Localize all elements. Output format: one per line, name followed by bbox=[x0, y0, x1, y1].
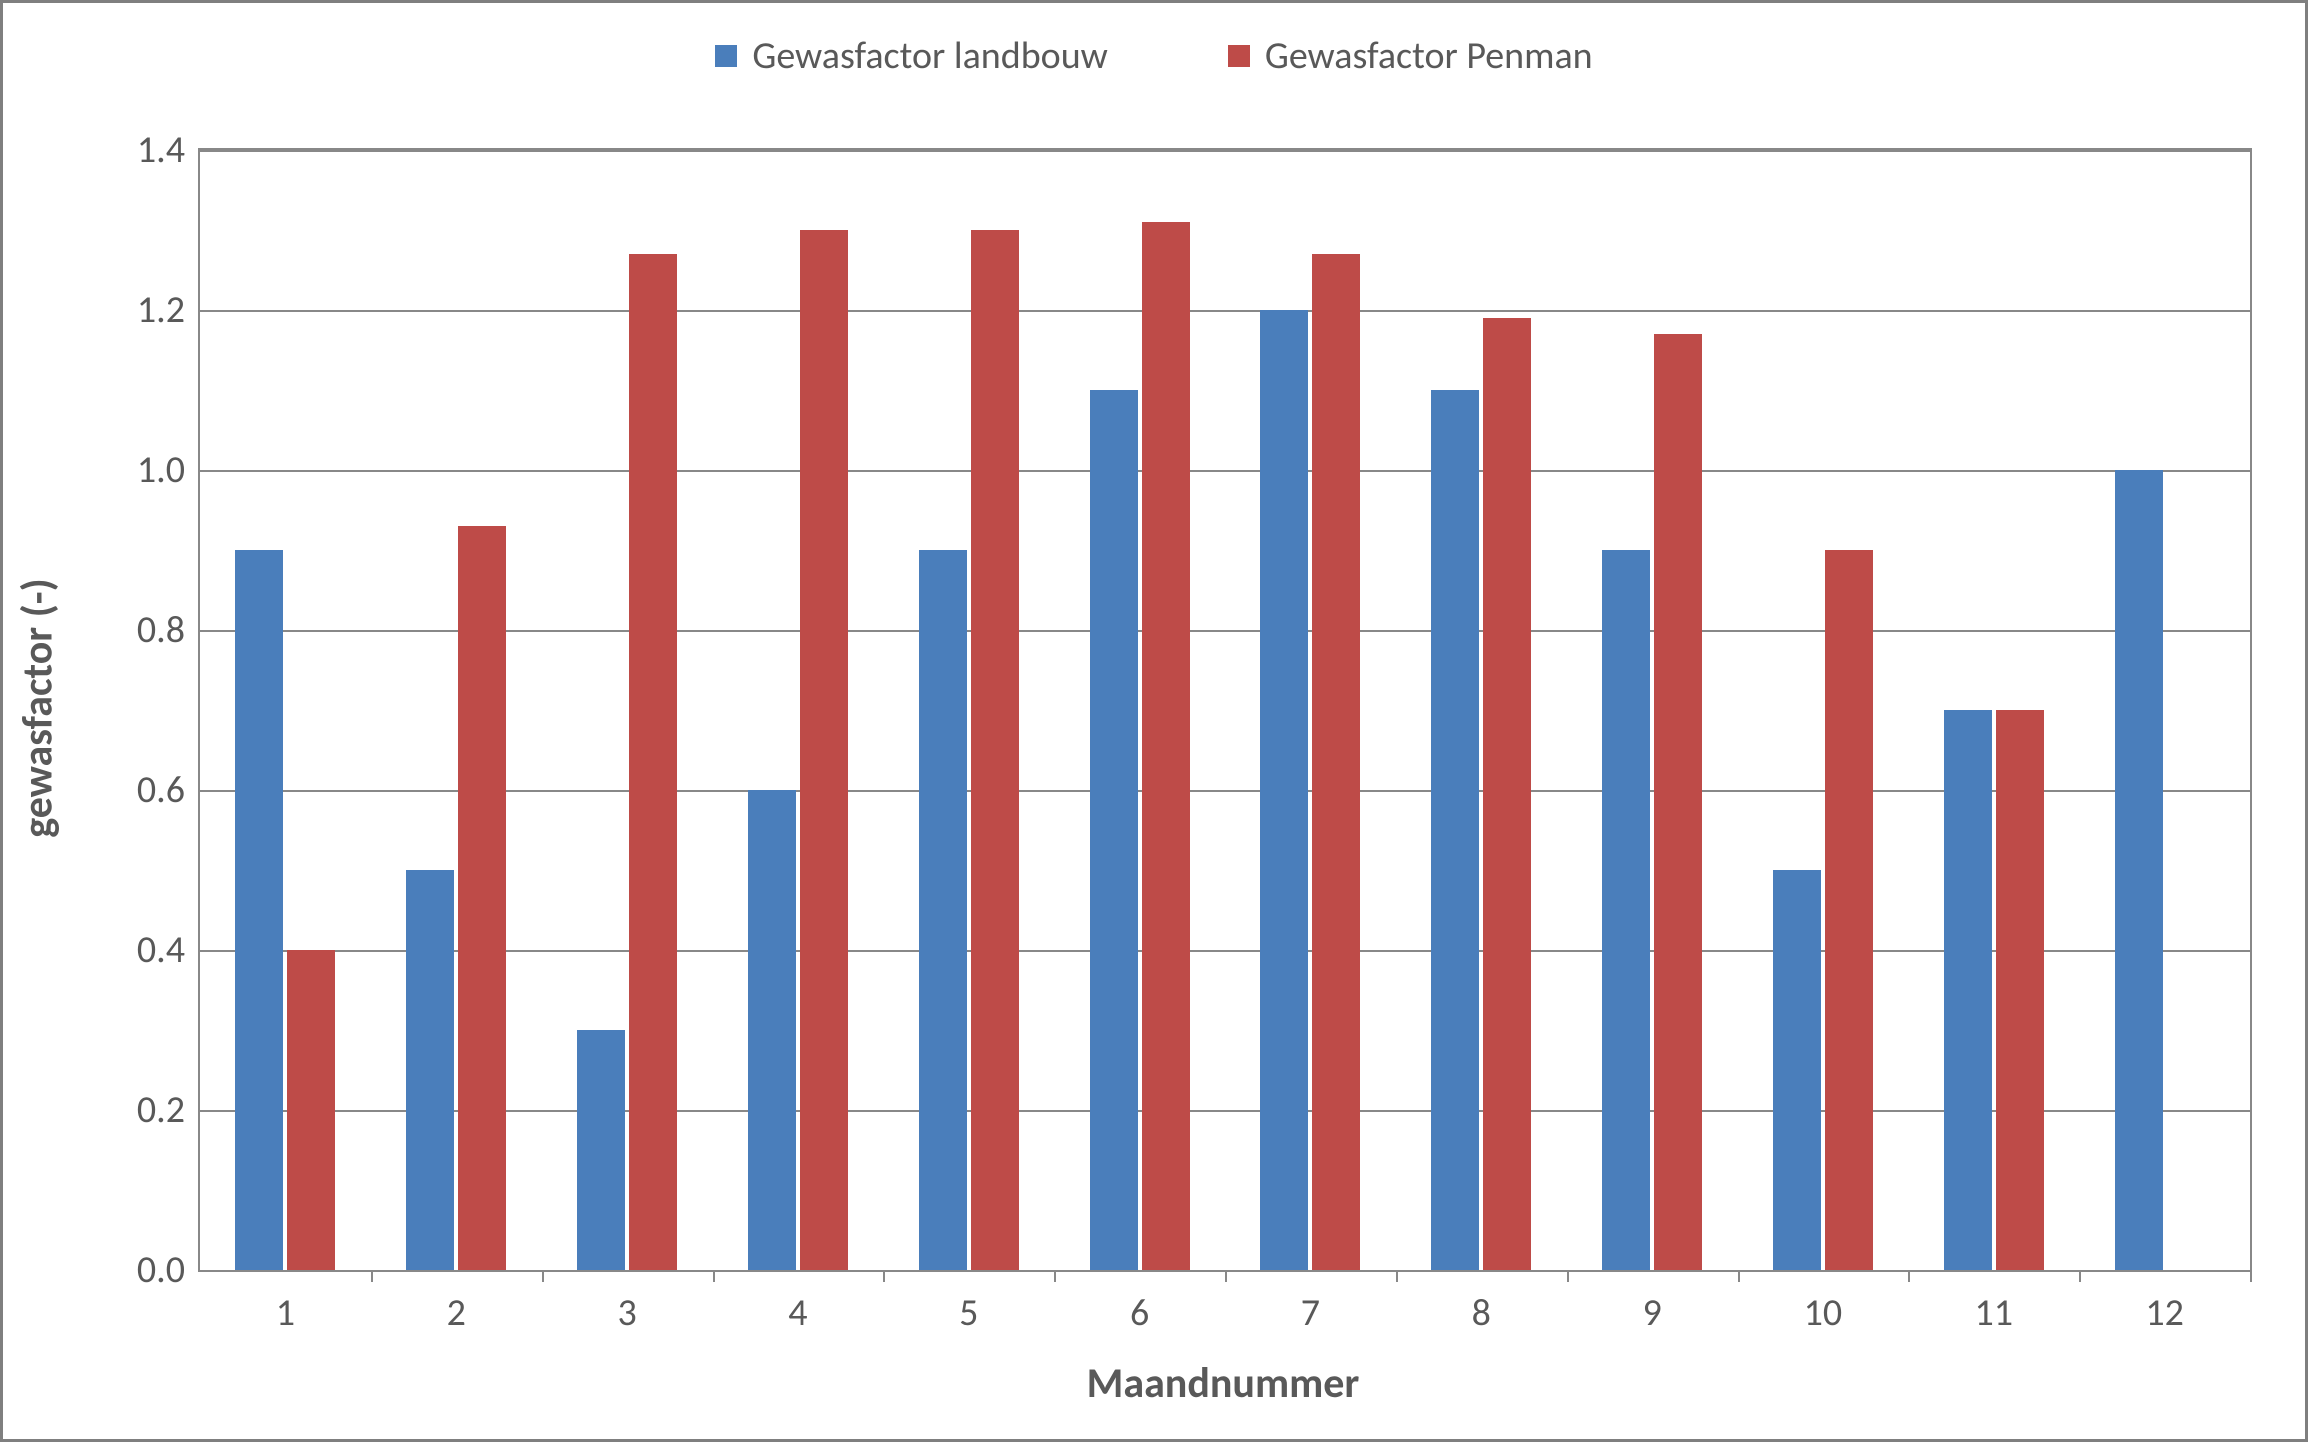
bar-landbouw bbox=[406, 870, 454, 1270]
x-tick bbox=[2250, 1270, 2252, 1282]
y-tick-label: 1.0 bbox=[137, 447, 200, 493]
x-tick bbox=[1225, 1270, 1227, 1282]
x-tick bbox=[371, 1270, 373, 1282]
y-axis-title: gewasfactor (-) bbox=[13, 578, 64, 838]
bar-penman bbox=[1654, 334, 1702, 1270]
bar-penman bbox=[1312, 254, 1360, 1270]
plot-area: 0.00.20.40.60.81.01.21.4123456789101112 bbox=[198, 148, 2252, 1272]
y-gridline bbox=[200, 310, 2250, 312]
x-tick bbox=[1054, 1270, 1056, 1282]
legend-swatch-penman bbox=[1228, 45, 1250, 67]
y-gridline bbox=[200, 470, 2250, 472]
bar-landbouw bbox=[235, 550, 283, 1270]
bar-penman bbox=[629, 254, 677, 1270]
x-tick-label: 3 bbox=[617, 1270, 636, 1336]
y-gridline bbox=[200, 630, 2250, 632]
x-tick-label: 8 bbox=[1472, 1270, 1491, 1336]
x-axis-title: Maandnummer bbox=[1087, 1358, 1360, 1409]
bar-penman bbox=[287, 950, 335, 1270]
x-tick-label: 11 bbox=[1974, 1270, 2013, 1336]
bar-landbouw bbox=[1944, 710, 1992, 1270]
legend: Gewasfactor landbouw Gewasfactor Penman bbox=[3, 33, 2305, 79]
y-tick-label: 1.2 bbox=[137, 287, 200, 333]
bar-penman bbox=[1825, 550, 1873, 1270]
y-gridline bbox=[200, 790, 2250, 792]
bar-landbouw bbox=[1431, 390, 1479, 1270]
bar-penman bbox=[1996, 710, 2044, 1270]
x-tick-label: 5 bbox=[959, 1270, 978, 1336]
y-gridline bbox=[200, 150, 2250, 152]
y-tick-label: 0.6 bbox=[137, 767, 200, 813]
bar-landbouw bbox=[919, 550, 967, 1270]
x-tick-label: 6 bbox=[1130, 1270, 1149, 1336]
x-tick-label: 4 bbox=[788, 1270, 807, 1336]
bar-landbouw bbox=[748, 790, 796, 1270]
x-tick bbox=[1738, 1270, 1740, 1282]
y-tick-label: 1.4 bbox=[137, 127, 200, 173]
x-tick-label: 12 bbox=[2145, 1270, 2184, 1336]
y-tick-label: 0.8 bbox=[137, 607, 200, 653]
x-tick bbox=[883, 1270, 885, 1282]
chart-container: Gewasfactor landbouw Gewasfactor Penman … bbox=[0, 0, 2308, 1442]
bar-penman bbox=[1142, 222, 1190, 1270]
bar-penman bbox=[1483, 318, 1531, 1270]
y-gridline bbox=[200, 1110, 2250, 1112]
bar-landbouw bbox=[1260, 310, 1308, 1270]
y-tick-label: 0.4 bbox=[137, 927, 200, 973]
bar-landbouw bbox=[1602, 550, 1650, 1270]
x-tick-label: 1 bbox=[276, 1270, 295, 1336]
y-tick-label: 0.2 bbox=[137, 1087, 200, 1133]
x-tick bbox=[1396, 1270, 1398, 1282]
x-tick-label: 7 bbox=[1301, 1270, 1320, 1336]
x-tick-label: 10 bbox=[1804, 1270, 1843, 1336]
bar-landbouw bbox=[1090, 390, 1138, 1270]
x-tick-label: 2 bbox=[447, 1270, 466, 1336]
bar-penman bbox=[800, 230, 848, 1270]
x-tick bbox=[542, 1270, 544, 1282]
bar-penman bbox=[971, 230, 1019, 1270]
x-tick bbox=[1567, 1270, 1569, 1282]
legend-item-landbouw: Gewasfactor landbouw bbox=[715, 33, 1108, 79]
bar-penman bbox=[458, 526, 506, 1270]
bar-landbouw bbox=[2115, 470, 2163, 1270]
x-tick bbox=[2079, 1270, 2081, 1282]
x-tick bbox=[1908, 1270, 1910, 1282]
x-tick bbox=[713, 1270, 715, 1282]
legend-label-landbouw: Gewasfactor landbouw bbox=[752, 33, 1108, 79]
x-tick-label: 9 bbox=[1642, 1270, 1661, 1336]
bar-landbouw bbox=[577, 1030, 625, 1270]
legend-swatch-landbouw bbox=[715, 45, 737, 67]
legend-item-penman: Gewasfactor Penman bbox=[1228, 33, 1593, 79]
y-tick-label: 0.0 bbox=[137, 1247, 200, 1293]
legend-label-penman: Gewasfactor Penman bbox=[1265, 33, 1593, 79]
bar-landbouw bbox=[1773, 870, 1821, 1270]
y-gridline bbox=[200, 950, 2250, 952]
